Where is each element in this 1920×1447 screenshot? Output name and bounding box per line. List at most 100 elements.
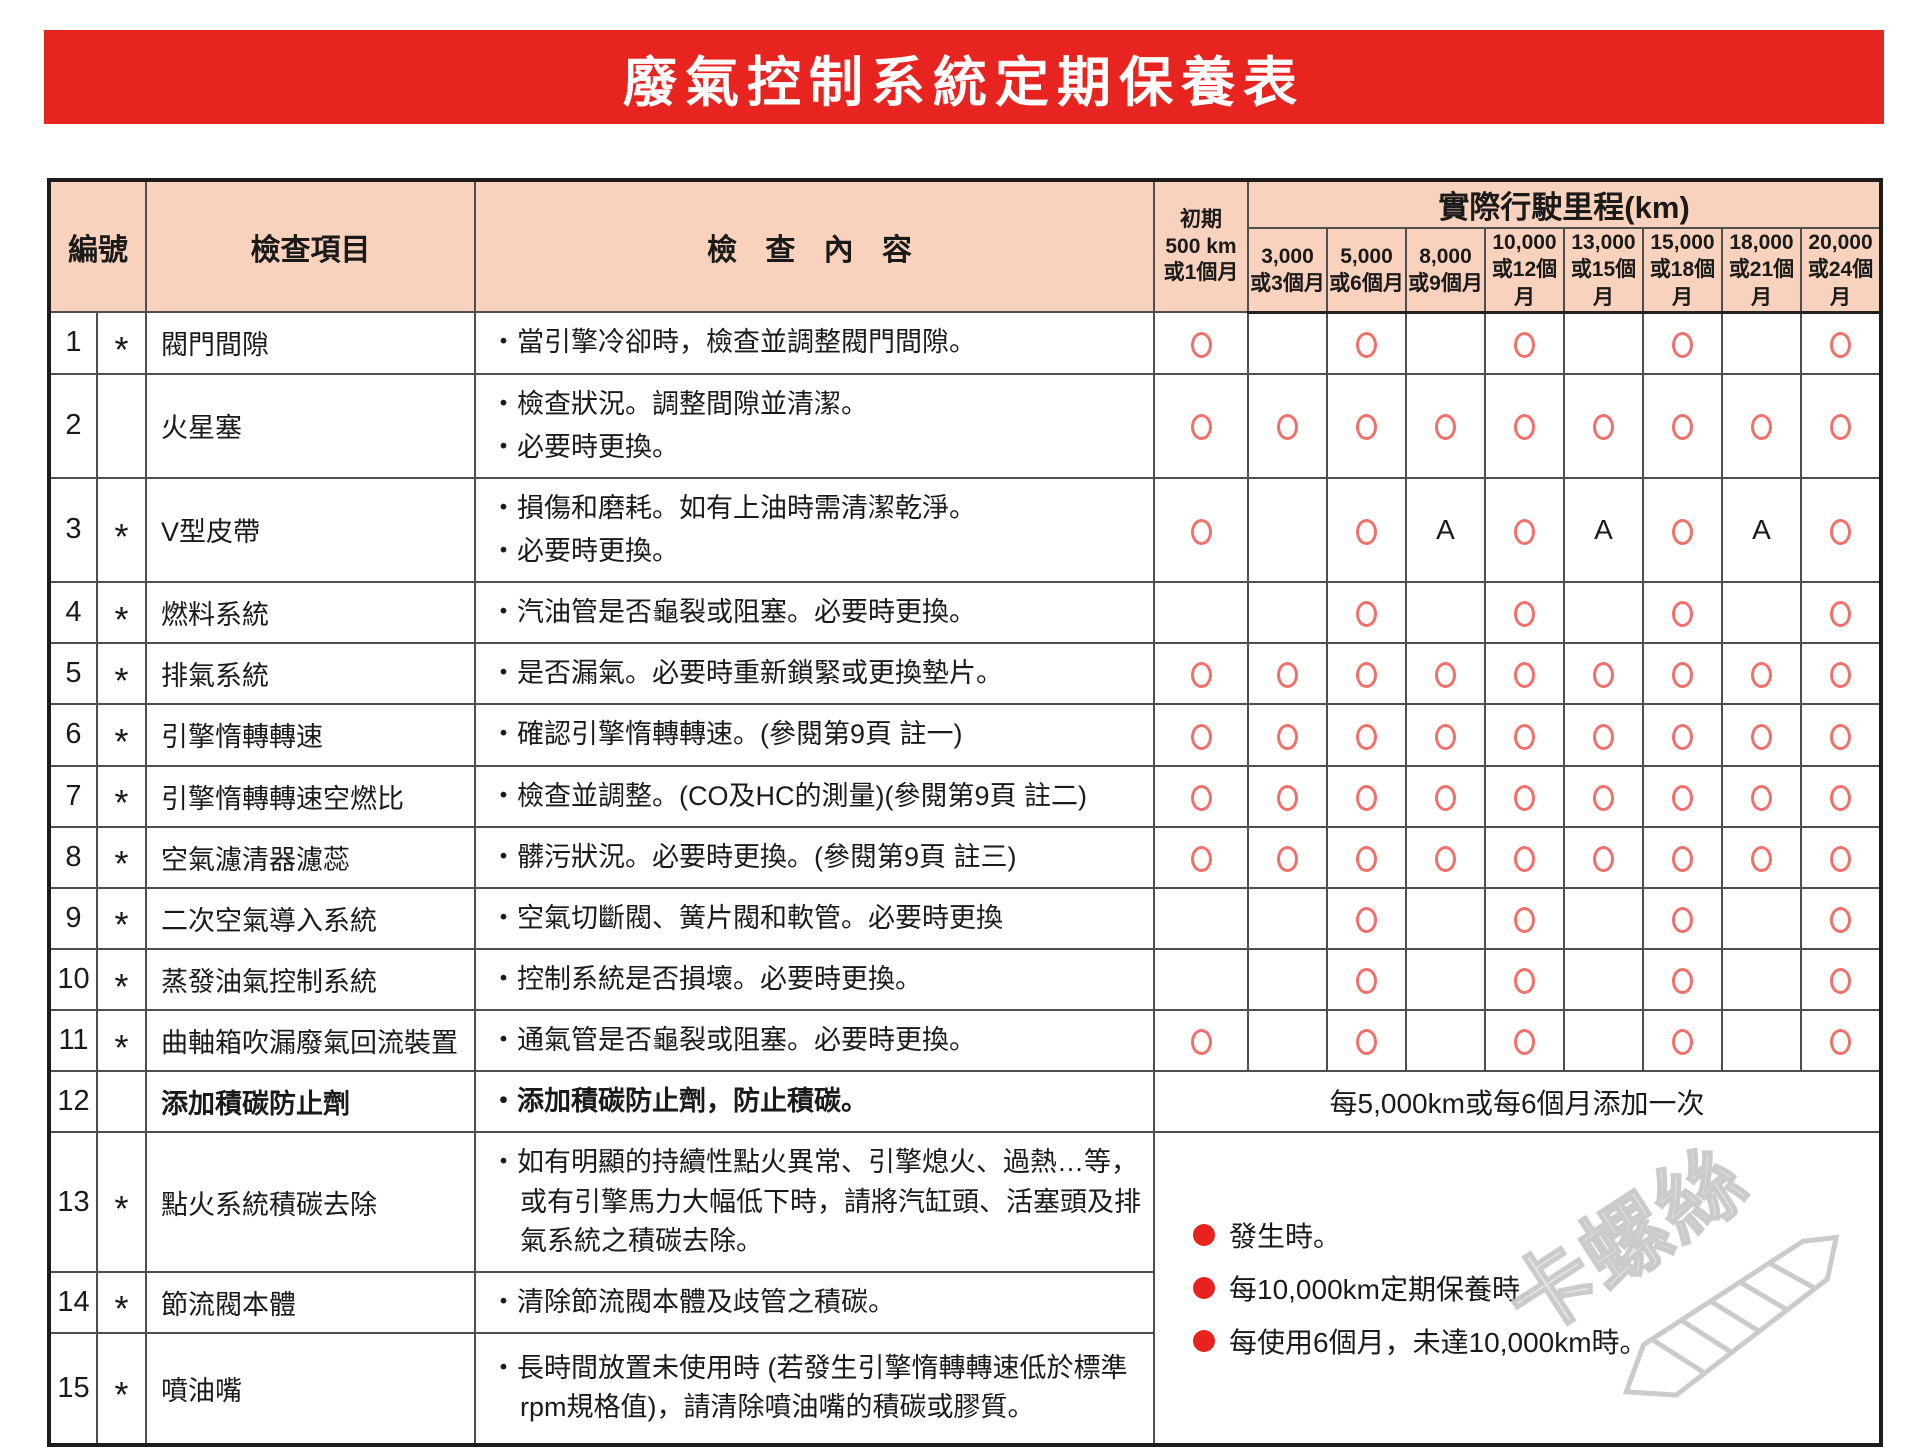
table-header: 編號 檢查項目 檢 查 內 容 初期 500 km 或1個月 實際行駛里程(km… (48, 178, 1883, 314)
mark-cell-circle (1153, 311, 1249, 375)
red-bullet-icon (1193, 1277, 1215, 1300)
check-circle-icon (1751, 662, 1772, 689)
check-circle-icon (1672, 784, 1693, 811)
inspection-item: 引擎惰轉轉速空燃比 (145, 764, 476, 828)
mark-cell-circle (1326, 764, 1407, 828)
mark-cell-empty (1405, 311, 1486, 375)
asterisk-mark: * (96, 825, 147, 889)
mark-cell-circle (1799, 886, 1883, 950)
mark-cell-empty (1153, 581, 1249, 645)
check-circle-icon (1672, 723, 1693, 750)
mark-cell-circle (1799, 947, 1883, 1012)
asterisk-mark: * (96, 1270, 147, 1334)
inspection-content: ・損傷和磨耗。如有上油時需清潔乾淨。 ・必要時更換。 (474, 476, 1155, 584)
check-circle-icon (1514, 968, 1535, 995)
header-initial-500km: 初期 500 km 或1個月 (1153, 178, 1249, 314)
content-line: ・添加積碳防止劑，防止積碳。 (490, 1086, 868, 1117)
mark-cell-circle (1484, 372, 1565, 479)
check-circle-icon (1514, 414, 1535, 441)
mark-cell-circle (1799, 372, 1883, 479)
mark-cell-empty (1563, 311, 1644, 375)
header-item: 檢查項目 (145, 178, 476, 314)
check-circle-icon (1277, 723, 1298, 750)
table-row: 12 添加積碳防止劑 ・添加積碳防止劑，防止積碳。 每5,000km或每6個月添加一次 (48, 1070, 1883, 1134)
check-circle-icon (1830, 723, 1852, 750)
inspection-item: 節流閥本體 (145, 1270, 476, 1334)
check-circle-icon (1514, 331, 1535, 358)
inspection-item: 火星塞 (145, 372, 476, 479)
header-no: 編號 (48, 178, 147, 314)
row-number: 5 (48, 642, 98, 706)
mark-cell-circle (1721, 642, 1802, 706)
check-circle-icon (1190, 414, 1212, 441)
mark-cell-circle (1721, 703, 1802, 767)
inspection-item: 排氣系統 (145, 642, 476, 706)
row-number: 11 (48, 1009, 98, 1073)
header-mileage-col: 3,000 或3個月 (1247, 226, 1328, 314)
mark-cell-circle (1405, 372, 1486, 479)
row-number: 15 (48, 1331, 98, 1446)
content-line: ・汽油管是否龜裂或阻塞。必要時更換。 (490, 597, 976, 628)
check-circle-icon (1830, 968, 1852, 995)
red-bullet-icon (1193, 1330, 1215, 1353)
inspection-content: ・長時間放置未使用時 (若發生引擎惰轉轉速低於標準rpm規格值)，請清除噴油嘴的… (474, 1331, 1155, 1446)
check-circle-icon (1751, 723, 1772, 750)
asterisk-mark: * (96, 886, 147, 950)
check-circle-icon (1277, 662, 1298, 689)
mark-cell-circle (1484, 581, 1565, 645)
header-mileage-col: 13,000 或15個月 (1563, 226, 1644, 314)
header-mileage-col: 8,000 或9個月 (1405, 226, 1486, 314)
inspection-content: ・當引擎冷卻時，檢查並調整閥門間隙。 (474, 311, 1155, 375)
row-number: 9 (48, 886, 98, 950)
check-circle-icon (1190, 1029, 1212, 1056)
check-circle-icon (1277, 845, 1298, 872)
mark-cell-empty (1247, 886, 1328, 950)
inspection-item: 燃料系統 (145, 581, 476, 645)
check-circle-icon (1672, 662, 1693, 689)
row-number: 1 (48, 311, 98, 375)
mark-cell-circle (1642, 1009, 1723, 1073)
legend-item: 每10,000km定期保養時。 (1193, 1268, 1879, 1308)
table-row: 2 火星塞 ・檢查狀況。調整間隙並清潔。 ・必要時更換。 (48, 372, 1883, 479)
check-circle-icon (1356, 518, 1377, 545)
mark-cell-circle (1484, 764, 1565, 828)
header-mileage-col: 10,000 或12個月 (1484, 226, 1565, 314)
table-row: 6 * 引擎惰轉轉速 ・確認引擎惰轉轉速。(參閱第9頁 註一) (48, 703, 1883, 767)
check-circle-icon (1514, 518, 1535, 545)
check-circle-icon (1593, 784, 1614, 811)
mark-cell-empty (1563, 1009, 1644, 1073)
mark-cell-empty (1405, 1009, 1486, 1073)
mark-cell-empty (1247, 947, 1328, 1012)
asterisk-empty (96, 1070, 147, 1134)
check-circle-icon (1593, 845, 1614, 872)
mark-cell-circle (1326, 476, 1407, 584)
mark-cell-circle (1563, 764, 1644, 828)
mark-cell-circle (1153, 703, 1249, 767)
content-line: ・如有明顯的持續性點火異常、引擎熄火、過熱…等，或有引擎馬力大幅低下時，請將汽缸… (490, 1147, 1141, 1256)
inspection-item: 噴油嘴 (145, 1331, 476, 1446)
inspection-content: ・如有明顯的持續性點火異常、引擎熄火、過熱…等，或有引擎馬力大幅低下時，請將汽缸… (474, 1131, 1155, 1273)
inspection-content: ・控制系統是否損壞。必要時更換。 (474, 947, 1155, 1012)
check-circle-icon (1356, 906, 1377, 933)
table-row: 8 * 空氣濾清器濾蕊 ・髒污狀況。必要時更換。(參閱第9頁 註三) (48, 825, 1883, 889)
mark-cell-circle (1484, 825, 1565, 889)
content-line: ・必要時更換。 (490, 431, 679, 462)
mark-cell-circle (1642, 476, 1723, 584)
row-number: 2 (48, 372, 98, 479)
mark-cell-circle (1642, 703, 1723, 767)
legend-item: 發生時。 (1193, 1215, 1879, 1255)
check-circle-icon (1435, 414, 1456, 441)
check-circle-icon (1751, 414, 1772, 441)
content-line: ・檢查狀況。調整間隙並清潔。 (490, 388, 868, 419)
check-circle-icon (1830, 1029, 1852, 1056)
inspection-content: ・通氣管是否龜裂或阻塞。必要時更換。 (474, 1009, 1155, 1073)
check-circle-icon (1751, 784, 1772, 811)
check-circle-icon (1672, 968, 1693, 995)
content-line: ・髒污狀況。必要時更換。(參閱第9頁 註三) (490, 841, 1017, 872)
mark-cell-circle (1484, 642, 1565, 706)
mark-cell-empty (1721, 947, 1802, 1012)
inspection-item: 二次空氣導入系統 (145, 886, 476, 950)
legend-text: 每10,000km定期保養時。 (1229, 1274, 1548, 1306)
mark-cell-circle (1247, 825, 1328, 889)
mark-cell-empty (1247, 311, 1328, 375)
